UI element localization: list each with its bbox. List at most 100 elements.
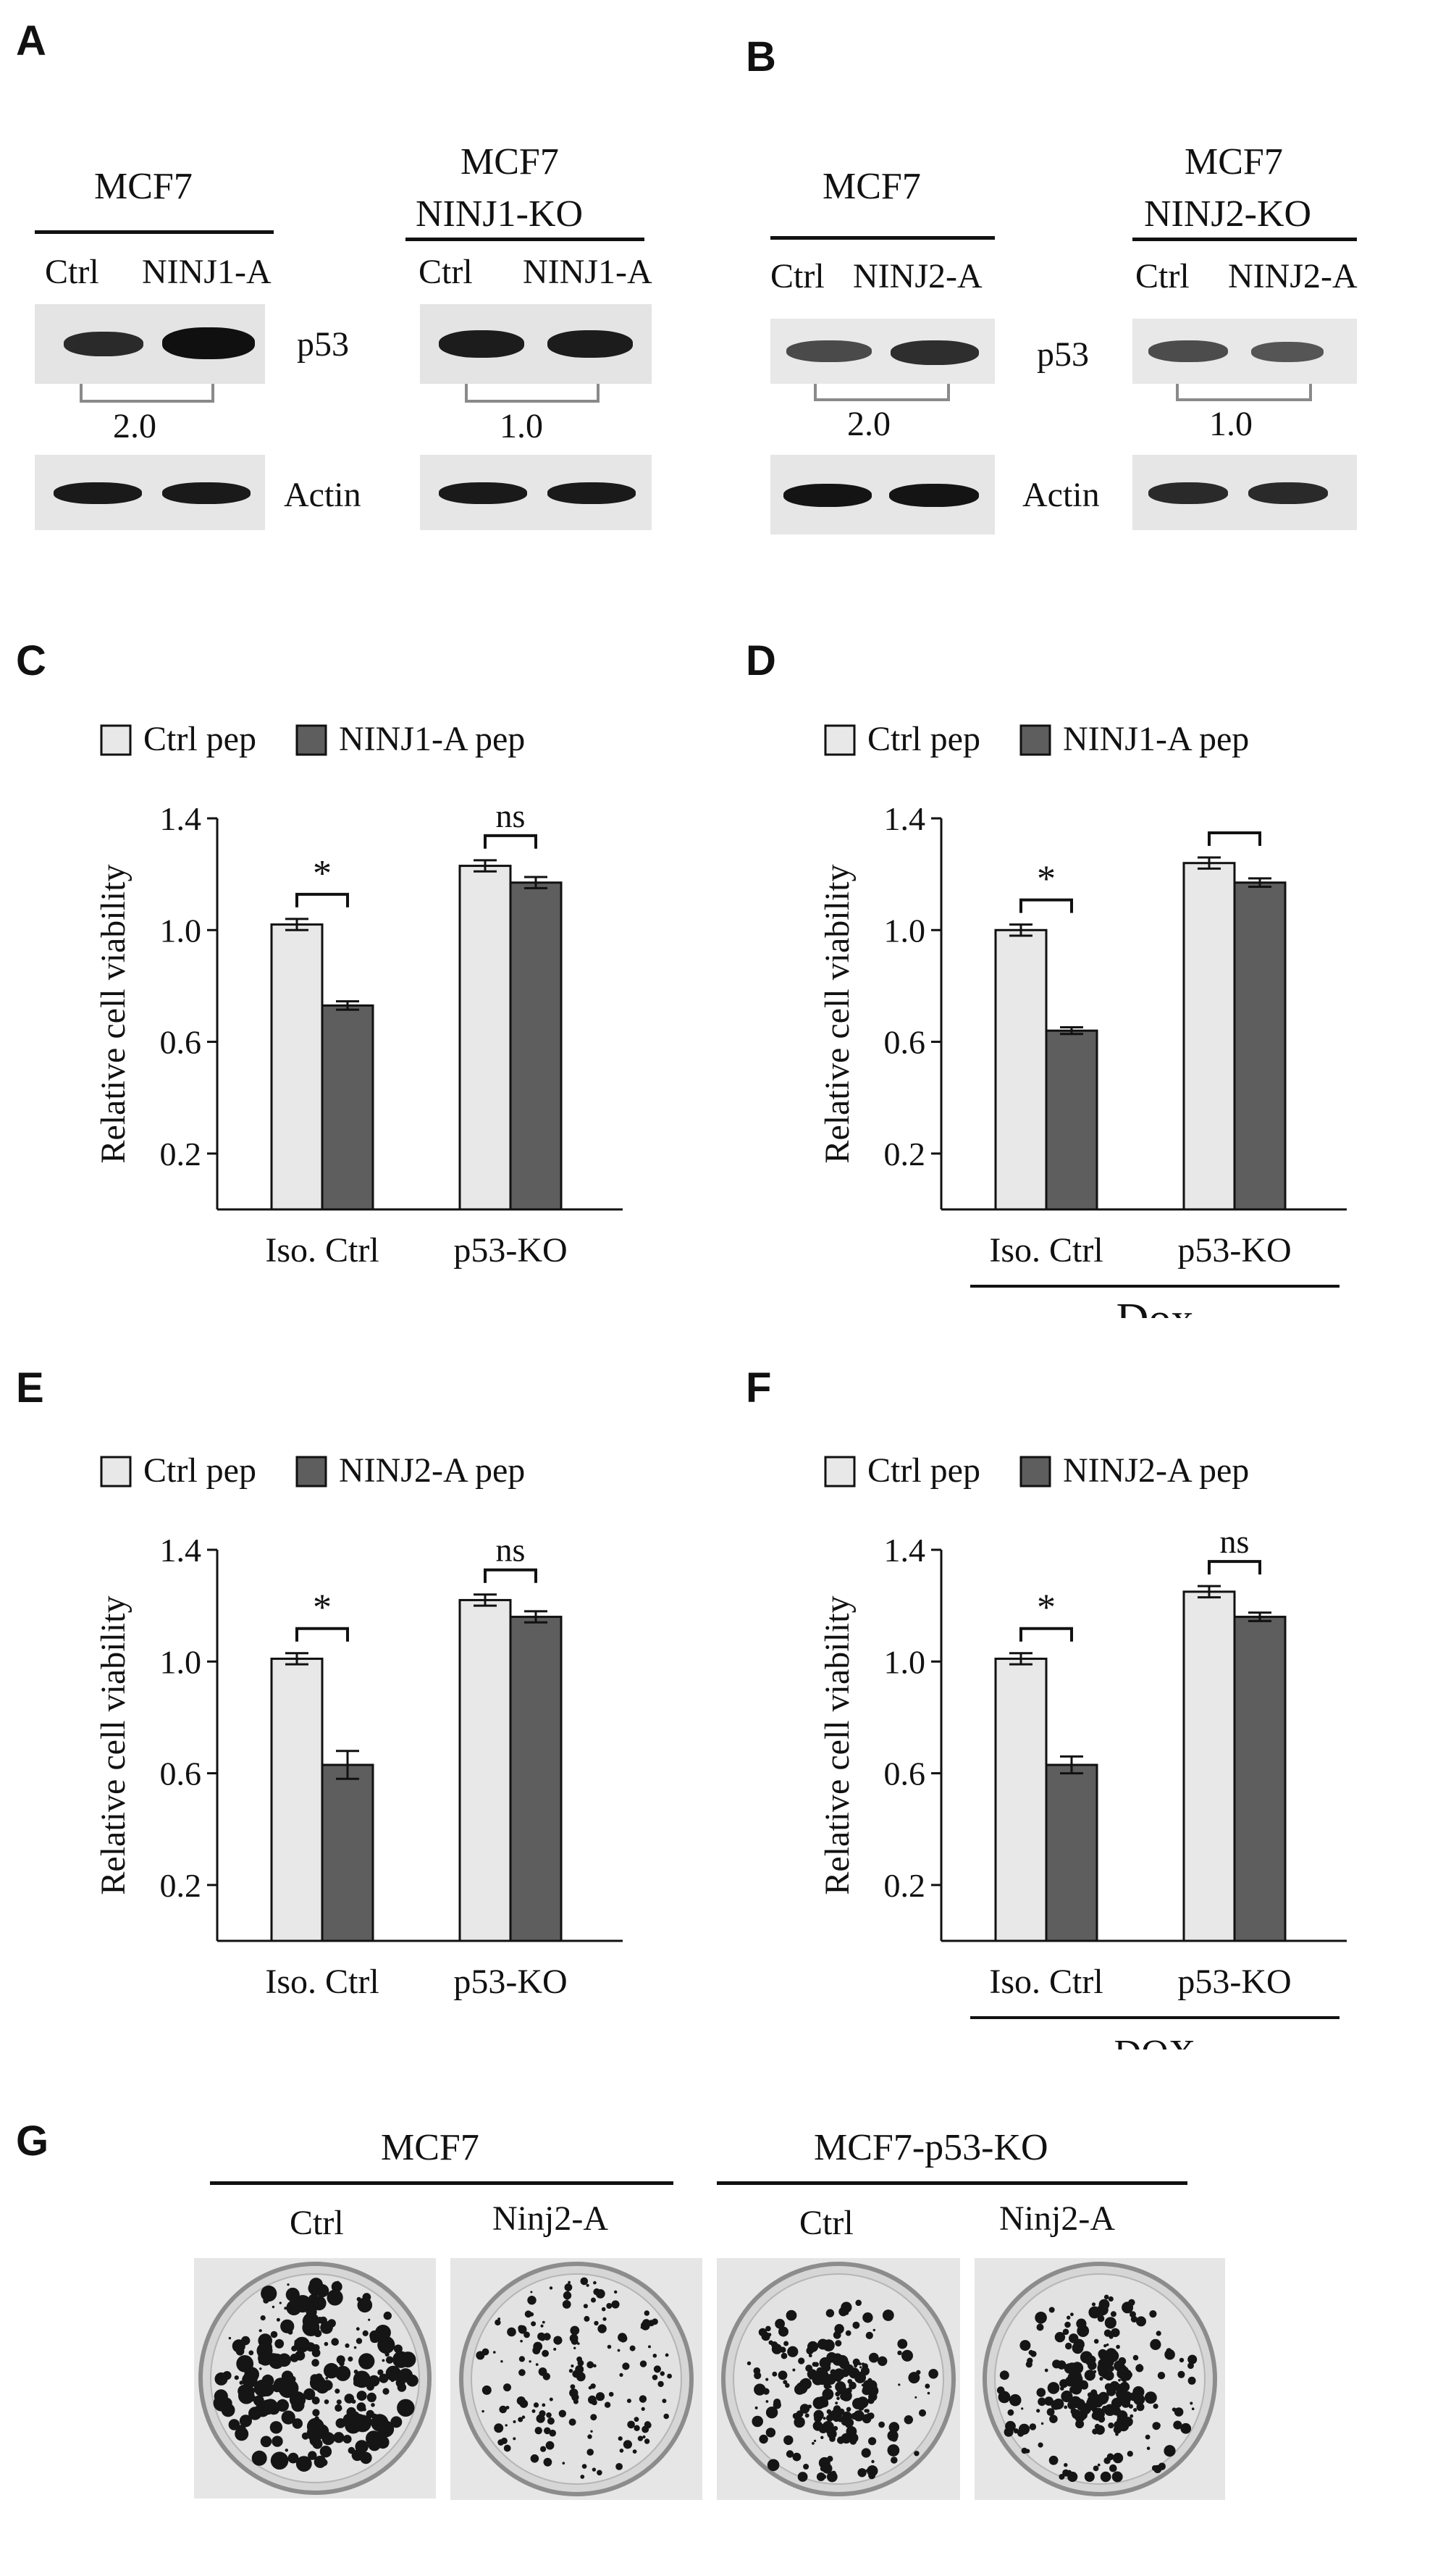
colony-dot: [868, 2437, 877, 2446]
colony-dot: [845, 2330, 851, 2336]
colony-dot: [395, 2420, 401, 2427]
colony-dot: [590, 2414, 597, 2421]
colony-dot: [553, 2347, 557, 2351]
colony-dot: [639, 2360, 647, 2367]
colony-dot: [563, 2291, 572, 2300]
y-tick-label-3: 1.0: [884, 1643, 926, 1680]
colony-dot: [914, 2396, 917, 2399]
colony-dot: [237, 2425, 246, 2434]
colony-dot: [325, 2377, 328, 2380]
significance-label-1: *: [1037, 859, 1056, 900]
colony-dot: [316, 2284, 329, 2298]
significance-bracket-1: [295, 1627, 349, 1642]
colony-dot: [1127, 2451, 1133, 2457]
colony-dot: [390, 2378, 395, 2383]
colony-dot: [251, 2450, 267, 2466]
colony-dot: [1136, 2403, 1145, 2412]
colony-dot: [786, 2309, 797, 2321]
band: [783, 484, 872, 507]
bar-1-1: [270, 923, 324, 1211]
colony-dot: [857, 2468, 867, 2478]
colony-dot: [544, 2427, 551, 2435]
bar-1-2: [1045, 1763, 1098, 1942]
bar-2-1: [1182, 1590, 1236, 1942]
panel-label-b: B: [746, 33, 776, 80]
significance-label-1: *: [313, 853, 332, 894]
colony-dot: [1017, 2430, 1025, 2437]
colony-dot: [1070, 2408, 1077, 2415]
colony-dot: [362, 2330, 369, 2336]
colony-dot: [663, 2413, 669, 2420]
blot-b-left-underline: [770, 236, 995, 240]
colony-dot: [809, 2375, 813, 2380]
colony-dot: [368, 2318, 371, 2321]
colony-dot: [1048, 2455, 1059, 2465]
colony-dot: [1035, 2312, 1047, 2324]
colony-dot: [1104, 2317, 1116, 2329]
colony-dot: [1108, 2422, 1114, 2429]
colony-dot: [858, 2404, 865, 2411]
band: [1148, 482, 1228, 504]
colony-dot: [904, 2415, 913, 2425]
x-category-label-2: p53-KO: [1177, 1963, 1291, 2001]
significance-bracket-2: [1208, 831, 1261, 846]
colony-dot: [1174, 2407, 1184, 2417]
colony-dot: [228, 2419, 240, 2430]
x-category-label-1: Iso. Ctrl: [265, 1963, 379, 2001]
colony-dot: [549, 2429, 556, 2437]
colony-dot: [642, 2319, 651, 2328]
colony-dot: [379, 2373, 389, 2383]
colony-dot: [1133, 2388, 1140, 2395]
colony-plate-2: [450, 2258, 702, 2500]
colony-dot: [335, 2281, 340, 2286]
blot-a-right-lane-1: Ctrl: [419, 253, 473, 291]
colony-dot: [543, 2333, 551, 2341]
colony-dot: [846, 2407, 851, 2412]
colony-dot: [545, 2441, 555, 2450]
chart-f: Ctrl pep NINJ2-A pep 0.2 0.6 1.0 1.4 Relative …: [818, 1451, 1347, 2050]
colony-dot: [1106, 2343, 1109, 2346]
y-axis-label: Relative cell viability: [94, 1595, 133, 1895]
colony-dot: [792, 2368, 796, 2372]
colony-plate-image: [198, 2262, 432, 2495]
colony-dot: [882, 2309, 894, 2321]
band: [891, 340, 979, 365]
colony-dot: [591, 2297, 596, 2303]
colony-dot: [854, 2370, 859, 2375]
colony-dot: [234, 2375, 239, 2380]
colony-dot: [523, 2331, 530, 2338]
colony-dot: [1118, 2378, 1121, 2382]
colony-dot: [393, 2344, 403, 2354]
colony-dot: [587, 2434, 592, 2439]
colony-dot: [306, 2425, 324, 2442]
colony-dot: [1044, 2368, 1048, 2372]
colony-dot: [553, 2336, 563, 2345]
colony-dot: [1084, 2472, 1095, 2482]
colony-dot: [1047, 2382, 1060, 2394]
colony-dot: [852, 2358, 860, 2366]
colony-dot: [594, 2320, 599, 2326]
colony-dot: [356, 2327, 360, 2331]
colony-dot: [1069, 2386, 1077, 2394]
colony-dot: [214, 2389, 228, 2404]
blot-b-left-header: MCF7: [823, 166, 921, 207]
colony-dot: [914, 2451, 920, 2457]
colony-dot: [767, 2333, 772, 2337]
colony-dot: [327, 2289, 343, 2306]
colony-dot: [1075, 2420, 1085, 2429]
colony-dot: [865, 2331, 873, 2339]
band: [54, 482, 142, 504]
colony-dot: [1103, 2294, 1109, 2300]
y-tick-label-1: 0.2: [160, 1867, 202, 1904]
colony-dot: [1097, 2463, 1101, 2467]
colony-dot: [1116, 2389, 1123, 2396]
legend-label-1: Ctrl pep: [143, 1451, 256, 1490]
colony-dot: [371, 2403, 375, 2407]
colony-dot: [529, 2360, 531, 2363]
colony-dot: [356, 2338, 363, 2344]
blot-a-left-p53: [35, 304, 265, 384]
colony-dot: [865, 2380, 877, 2392]
blot-b-row-label-actin: Actin: [1022, 476, 1100, 514]
colony-lane-3: Ctrl: [799, 2204, 854, 2242]
legend-swatch-1: [100, 1456, 132, 1488]
